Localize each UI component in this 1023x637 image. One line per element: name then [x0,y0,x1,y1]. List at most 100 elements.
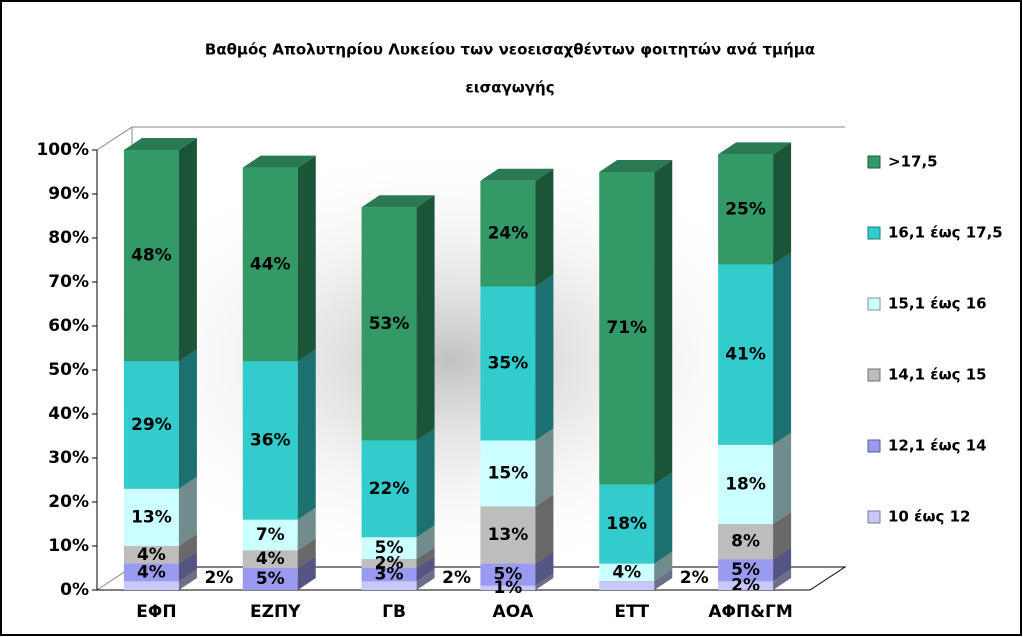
bar-segment [123,581,179,590]
bar-side [178,349,197,489]
bar-segment [599,172,655,485]
data-label: 3% [375,565,404,585]
bar-segment [718,581,774,590]
bar-side [297,155,316,362]
bar-side [297,349,316,520]
bar-side [297,556,316,590]
bar-side [773,252,792,445]
bar-side [535,494,554,564]
bar-segment [361,440,417,538]
y-tick-label: 80% [48,228,89,248]
data-label: 5% [375,538,404,558]
bar-top [242,155,316,168]
bar-side [297,507,316,551]
legend-label: 10 έως 12 [888,508,970,526]
bar-segment [242,167,298,362]
x-tick-label: ΕΤΤ [614,602,649,622]
data-label: 5% [256,569,285,589]
background-shade [90,140,810,580]
bar-top [480,168,554,181]
bar-segment [242,550,298,568]
bar-segment [718,524,774,560]
data-label: 53% [369,314,410,334]
bar-segment [718,154,774,265]
bar-segment [123,361,179,489]
y-tick-label: 90% [48,184,89,204]
data-label: 36% [250,430,291,450]
data-label: 35% [488,353,529,373]
bar-side [416,428,435,538]
chart-title: εισαγωγής [465,79,554,97]
bar-segment [123,546,179,564]
data-label: 2% [731,576,760,596]
bar-segment [718,264,774,445]
bar-top [718,142,792,155]
bar-side [773,142,792,265]
data-label: 7% [256,525,285,545]
data-label: 13% [131,507,172,527]
data-label: 13% [488,525,529,545]
bar-side [535,428,554,507]
legend-swatch [867,226,881,240]
data-label: 44% [250,254,291,274]
wall-top [96,126,133,151]
bar-side [535,573,554,590]
bar-segment [361,559,417,568]
data-label: 5% [731,560,760,580]
bar-side [773,547,792,582]
legend-swatch [867,510,881,524]
bar-side [416,556,435,582]
bar-segment [361,537,417,560]
bar-side [654,160,673,485]
data-label: 24% [488,224,529,244]
x-tick-label: ΑΟΑ [493,602,535,622]
bar-segment [599,563,655,582]
data-label: 15% [488,463,529,483]
legend-label: 16,1 έως 17,5 [888,224,1003,242]
bar-top [361,195,435,208]
bar-side [654,569,673,590]
bar-segment [242,361,298,520]
bar-segment [599,581,655,590]
legend-label: 15,1 έως 16 [888,295,987,313]
legend-label: >17,5 [888,153,938,171]
bar-side [416,195,435,441]
y-tick-label: 100% [36,140,89,160]
data-label: 2% [442,568,471,588]
bar-segment [242,519,298,551]
bar-side [535,551,554,586]
data-label: 8% [731,532,760,552]
bar-segment [123,563,179,582]
y-tick-label: 30% [48,448,89,468]
bar-top [123,138,197,150]
chart-title: Βαθμός Απολυτηρίου Λυκείου των νεοεισαχθ… [205,41,815,59]
bar-side [535,274,554,441]
bar-side [178,138,197,362]
x-tick-label: ΕΦΠ [136,602,176,622]
bar-segment [480,180,536,287]
data-label: 41% [725,345,766,365]
bar-side [297,538,316,568]
bar-side [535,168,554,287]
y-tick-label: 0% [60,580,89,600]
data-label: 4% [137,545,166,565]
data-label: 18% [725,474,766,494]
bar-side [773,432,792,524]
data-label: 71% [606,318,647,338]
y-tick-label: 40% [48,404,89,424]
bar-side [654,472,673,564]
bar-segment [480,440,536,507]
data-label: 25% [725,199,766,219]
data-label: 29% [131,415,172,435]
y-tick-label: 60% [48,316,89,336]
data-label: 2% [204,568,233,588]
legend-label: 12,1 έως 14 [888,437,987,455]
bar-segment [361,207,417,441]
data-label: 48% [131,246,172,266]
data-label: 18% [606,514,647,534]
bar-side [773,569,792,590]
bar-segment [123,488,179,546]
bar-top [599,160,673,172]
legend-swatch [867,297,881,311]
